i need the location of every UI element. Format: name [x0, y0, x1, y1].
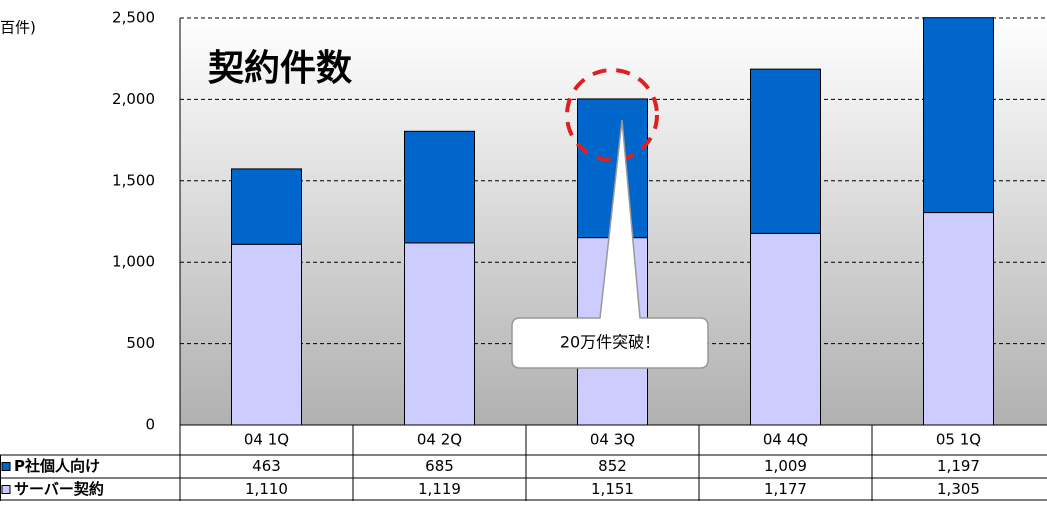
data-label: 463 — [252, 457, 281, 475]
highlight-circle — [565, 68, 659, 162]
data-label: 1,119 — [418, 480, 461, 498]
y-tick-label: 0 — [145, 416, 155, 434]
data-label: 1,305 — [937, 480, 980, 498]
bar — [923, 212, 994, 426]
bar — [404, 242, 475, 426]
y-tick-label: 2,500 — [112, 9, 155, 27]
y-tick-label: 1,500 — [112, 171, 155, 189]
callout-text: 20万件突破！ — [560, 333, 660, 352]
y-tick-label: 2,000 — [112, 90, 155, 108]
legend-swatch — [1, 462, 11, 471]
x-tick-label: 04 4Q — [763, 431, 808, 449]
legend-swatch — [1, 485, 11, 494]
bar — [231, 243, 302, 426]
callout — [511, 119, 709, 369]
y-axis-label: 百件) — [0, 19, 36, 37]
data-label: 685 — [425, 457, 454, 475]
legend-label: P社個人向け — [14, 457, 100, 475]
x-tick-label: 04 2Q — [417, 431, 462, 449]
y-tick-label: 500 — [126, 334, 155, 352]
chart-title: 契約件数 — [208, 48, 352, 89]
bar — [404, 130, 475, 244]
bar — [750, 68, 821, 234]
bar — [231, 168, 302, 245]
data-label: 852 — [598, 457, 627, 475]
legend-label: サーバー契約 — [14, 480, 104, 498]
data-label: 1,151 — [591, 480, 634, 498]
x-tick-label: 05 1Q — [936, 431, 981, 449]
data-label: 1,009 — [764, 457, 807, 475]
bar — [923, 17, 994, 214]
data-label: 1,197 — [937, 457, 980, 475]
x-tick-label: 04 1Q — [244, 431, 289, 449]
data-label: 1,177 — [764, 480, 807, 498]
x-tick-label: 04 3Q — [590, 431, 635, 449]
bar — [750, 232, 821, 426]
data-label: 1,110 — [245, 480, 288, 498]
y-tick-label: 1,000 — [112, 253, 155, 271]
